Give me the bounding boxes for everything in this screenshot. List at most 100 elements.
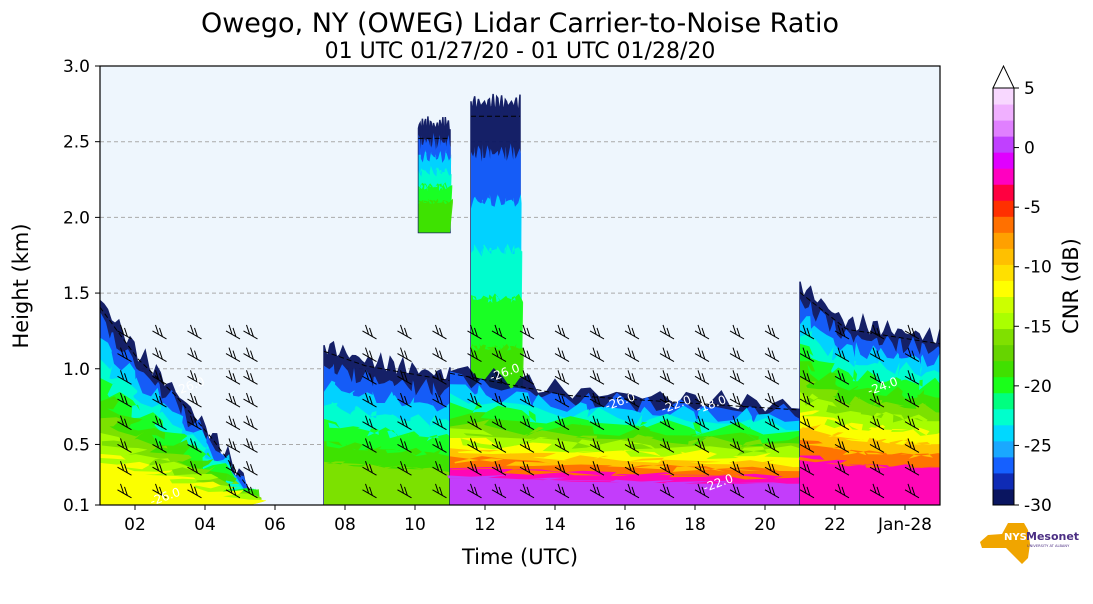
wind-barb xyxy=(589,460,605,476)
colorbar-segment xyxy=(993,280,1014,297)
wind-barb xyxy=(397,392,412,408)
colorbar-extend-arrow xyxy=(992,64,1015,89)
x-axis-label: Time (UTC) xyxy=(461,545,578,569)
colorbar-segment xyxy=(993,88,1014,105)
wind-barb xyxy=(187,415,202,431)
wind-barb xyxy=(624,460,640,476)
wind-barb xyxy=(869,392,885,408)
wind-barb xyxy=(554,415,570,431)
wind-barb xyxy=(491,483,507,499)
wind-barb xyxy=(659,370,675,385)
y-tick-label: 0.5 xyxy=(63,435,90,455)
wind-barb xyxy=(243,438,258,453)
wind-barb xyxy=(362,347,377,363)
wind-barb xyxy=(764,415,780,431)
colorbar-segment xyxy=(993,184,1014,201)
wind-barb xyxy=(467,324,482,340)
wind-barb xyxy=(694,324,710,340)
colorbar-tick-label: -5 xyxy=(1024,198,1041,218)
wind-barb xyxy=(904,324,920,340)
wind-barb xyxy=(243,324,258,340)
y-axis-label: Height (km) xyxy=(9,223,33,348)
colorbar-segment xyxy=(993,392,1014,410)
wind-barb xyxy=(834,324,850,340)
wind-barb xyxy=(729,347,745,363)
colorbar-segment xyxy=(993,104,1014,121)
wind-barb xyxy=(624,438,640,453)
colorbar-segment xyxy=(993,216,1014,233)
wind-barb xyxy=(694,415,710,431)
wind-barb xyxy=(117,347,132,363)
wind-barb xyxy=(904,460,920,476)
contour-line xyxy=(799,292,940,345)
wind-barb xyxy=(519,392,535,408)
wind-barb xyxy=(397,438,412,453)
wind-barb xyxy=(519,347,535,363)
wind-barb xyxy=(729,370,745,385)
wind-barb xyxy=(834,438,850,453)
wind-barb xyxy=(869,483,885,499)
wind-barb xyxy=(225,347,241,363)
wind-barb xyxy=(152,324,167,340)
wind-barb xyxy=(225,483,241,499)
colorbar-segment xyxy=(993,312,1014,330)
wind-barb xyxy=(397,460,412,476)
x-tick-label: 20 xyxy=(754,515,776,535)
wind-barb xyxy=(694,392,710,408)
wind-barb xyxy=(491,347,507,363)
colorbar-segment xyxy=(993,152,1014,169)
wind-barb xyxy=(694,370,710,385)
wind-barb xyxy=(519,324,535,340)
wind-barb xyxy=(554,392,570,408)
wind-barb xyxy=(432,392,447,408)
wind-barb xyxy=(729,324,745,340)
colorbar-tick-label: -20 xyxy=(1024,377,1052,397)
wind-barb xyxy=(432,438,447,453)
wind-barb xyxy=(624,392,640,408)
wind-barb xyxy=(589,415,605,431)
echo-band xyxy=(799,455,940,505)
wind-barb xyxy=(554,460,570,476)
wind-barb xyxy=(729,415,745,431)
x-tick-label: 18 xyxy=(684,515,706,535)
wind-barb xyxy=(834,370,850,385)
wind-barb xyxy=(729,460,745,476)
colorbar-segment xyxy=(993,472,1014,490)
wind-barb xyxy=(467,483,482,499)
wind-barb xyxy=(904,370,920,385)
wind-barb xyxy=(624,483,640,499)
echo-region xyxy=(100,299,267,505)
wind-barb xyxy=(589,324,605,340)
echo-layer xyxy=(100,93,940,505)
chart-subtitle: 01 UTC 01/27/20 - 01 UTC 01/28/20 xyxy=(325,39,716,64)
wind-barb xyxy=(554,347,570,363)
wind-barb xyxy=(243,347,258,363)
wind-barb xyxy=(904,347,920,363)
wind-barb xyxy=(362,370,377,385)
colorbar-segment xyxy=(993,328,1014,346)
wind-barb-layer xyxy=(117,324,920,499)
wind-barb xyxy=(467,415,482,431)
wind-barb xyxy=(659,438,675,453)
wind-barb xyxy=(834,415,850,431)
wind-barb xyxy=(764,392,780,408)
colorbar-segment xyxy=(993,360,1014,378)
wind-barb xyxy=(519,438,535,453)
x-axis: 02 04 06 08 10 12 14 16 18 20 22 Jan-28 xyxy=(124,505,932,535)
wind-barb xyxy=(904,392,920,408)
wind-barb xyxy=(467,392,482,408)
wind-barb xyxy=(834,392,850,408)
wind-barb xyxy=(659,483,675,499)
colorbar-segment xyxy=(993,456,1014,474)
wind-barb xyxy=(432,460,447,476)
wind-barb xyxy=(225,438,241,453)
plot-frame xyxy=(99,65,941,506)
wind-barb xyxy=(659,347,675,363)
wind-barb xyxy=(467,438,482,453)
wind-barb xyxy=(362,392,377,408)
echo-region xyxy=(417,116,453,234)
wind-barb xyxy=(624,415,640,431)
wind-barb xyxy=(904,415,920,431)
wind-barb xyxy=(362,324,377,340)
wind-barb xyxy=(554,438,570,453)
